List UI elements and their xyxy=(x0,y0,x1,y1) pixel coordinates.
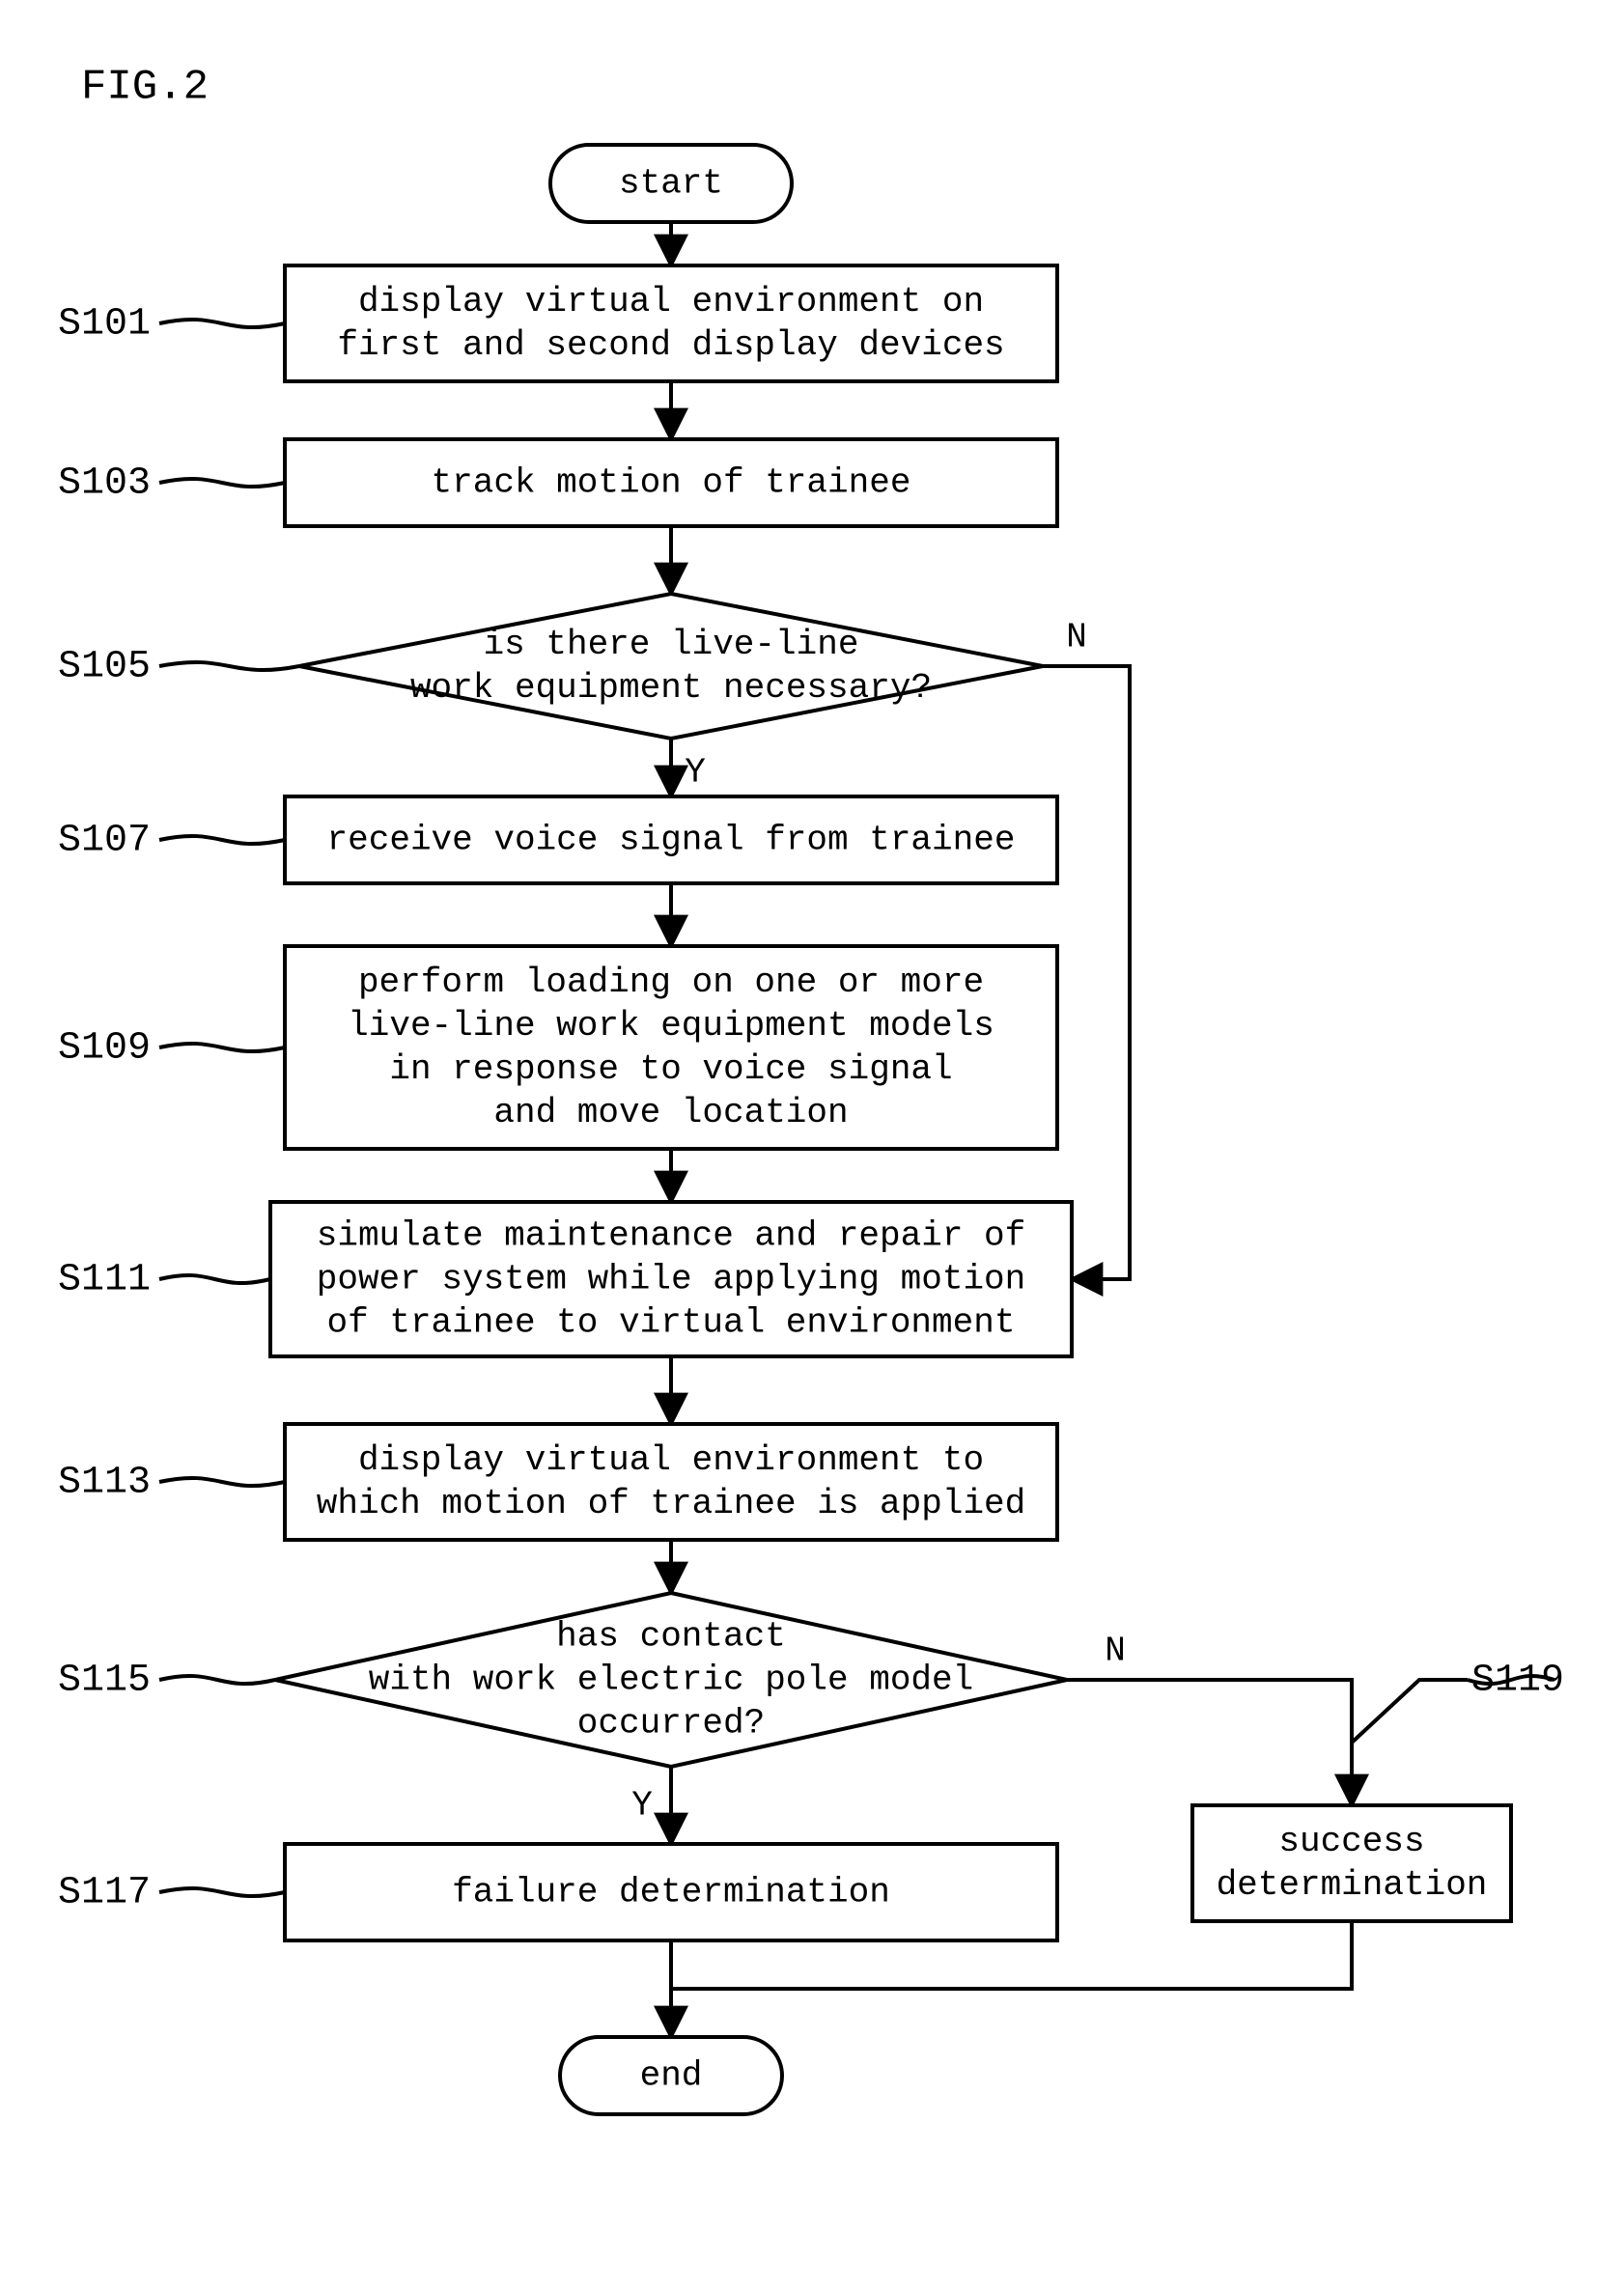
node-text: in response to voice signal xyxy=(389,1049,952,1089)
node-text: perform loading on one or more xyxy=(358,963,984,1002)
node-s103: track motion of trainee xyxy=(285,439,1057,526)
step-ref-label: S109 xyxy=(58,1027,151,1071)
node-text: work equipment necessary? xyxy=(410,668,932,708)
edge-label: N xyxy=(1066,618,1087,657)
node-text: start xyxy=(619,164,723,204)
step-ref-label: S119 xyxy=(1471,1660,1564,1703)
node-text: determination xyxy=(1217,1865,1488,1905)
node-s105: is there live-line work equipment necessa… xyxy=(299,594,1043,739)
node-text: of trainee to virtual environment xyxy=(327,1303,1016,1343)
node-text: with work electric pole model xyxy=(369,1661,974,1700)
node-text: success xyxy=(1278,1822,1424,1861)
node-text: end xyxy=(640,2056,703,2096)
node-text: track motion of trainee xyxy=(432,463,911,503)
node-s119: success determination xyxy=(1192,1805,1511,1921)
node-s109: perform loading on one or more live-line … xyxy=(285,946,1057,1149)
node-text: which motion of trainee is applied xyxy=(317,1484,1026,1523)
step-ref-label: S107 xyxy=(58,820,151,863)
node-s117: failure determination xyxy=(285,1844,1057,1940)
node-s111: simulate maintenance and repair of power … xyxy=(270,1202,1072,1356)
edge-label: Y xyxy=(631,1786,653,1826)
edge-label: N xyxy=(1105,1632,1126,1671)
node-text: has contact xyxy=(556,1617,786,1657)
node-text: first and second display devices xyxy=(337,325,1004,365)
node-text: display virtual environment to xyxy=(358,1440,984,1480)
step-ref-label: S105 xyxy=(58,646,151,689)
ref-tick xyxy=(159,1676,275,1684)
ref-tick xyxy=(159,1888,285,1896)
edge-label: Y xyxy=(685,753,706,793)
edge xyxy=(1067,1680,1352,1805)
node-start: start xyxy=(550,145,792,222)
node-text: failure determination xyxy=(452,1873,890,1912)
node-end: end xyxy=(560,2037,782,2114)
step-ref-label: S117 xyxy=(58,1872,151,1915)
node-s115: has contact with work electric pole model… xyxy=(275,1593,1067,1767)
ref-tick xyxy=(159,1478,285,1486)
ref-tick xyxy=(159,479,285,487)
node-text: and move location xyxy=(493,1093,848,1132)
node-text: power system while applying motion xyxy=(317,1260,1026,1299)
ref-tick xyxy=(159,1275,270,1283)
step-ref-label: S101 xyxy=(58,303,151,347)
step-ref-label: S111 xyxy=(58,1259,151,1302)
step-ref-label: S103 xyxy=(58,462,151,506)
nodes-layer: start display virtual environment on first… xyxy=(270,145,1511,2114)
node-text: is there live-line xyxy=(484,625,859,664)
step-ref-label: S113 xyxy=(58,1462,151,1505)
figure-title: FIG.2 xyxy=(81,64,209,112)
node-s113: display virtual environment to which moti… xyxy=(285,1424,1057,1540)
node-s107: receive voice signal from trainee xyxy=(285,796,1057,883)
node-text: live-line work equipment models xyxy=(348,1006,994,1046)
ref-tick xyxy=(159,1044,285,1051)
step-ref-label: S115 xyxy=(58,1660,151,1703)
node-s101: display virtual environment on first and … xyxy=(285,265,1057,381)
node-text: display virtual environment on xyxy=(358,282,984,321)
ref-tick xyxy=(159,320,285,327)
ref-tick xyxy=(159,662,299,670)
node-text: receive voice signal from trainee xyxy=(327,821,1016,860)
node-text: occurred? xyxy=(577,1704,765,1744)
node-text: simulate maintenance and repair of xyxy=(317,1216,1026,1256)
ref-tick xyxy=(159,836,285,844)
